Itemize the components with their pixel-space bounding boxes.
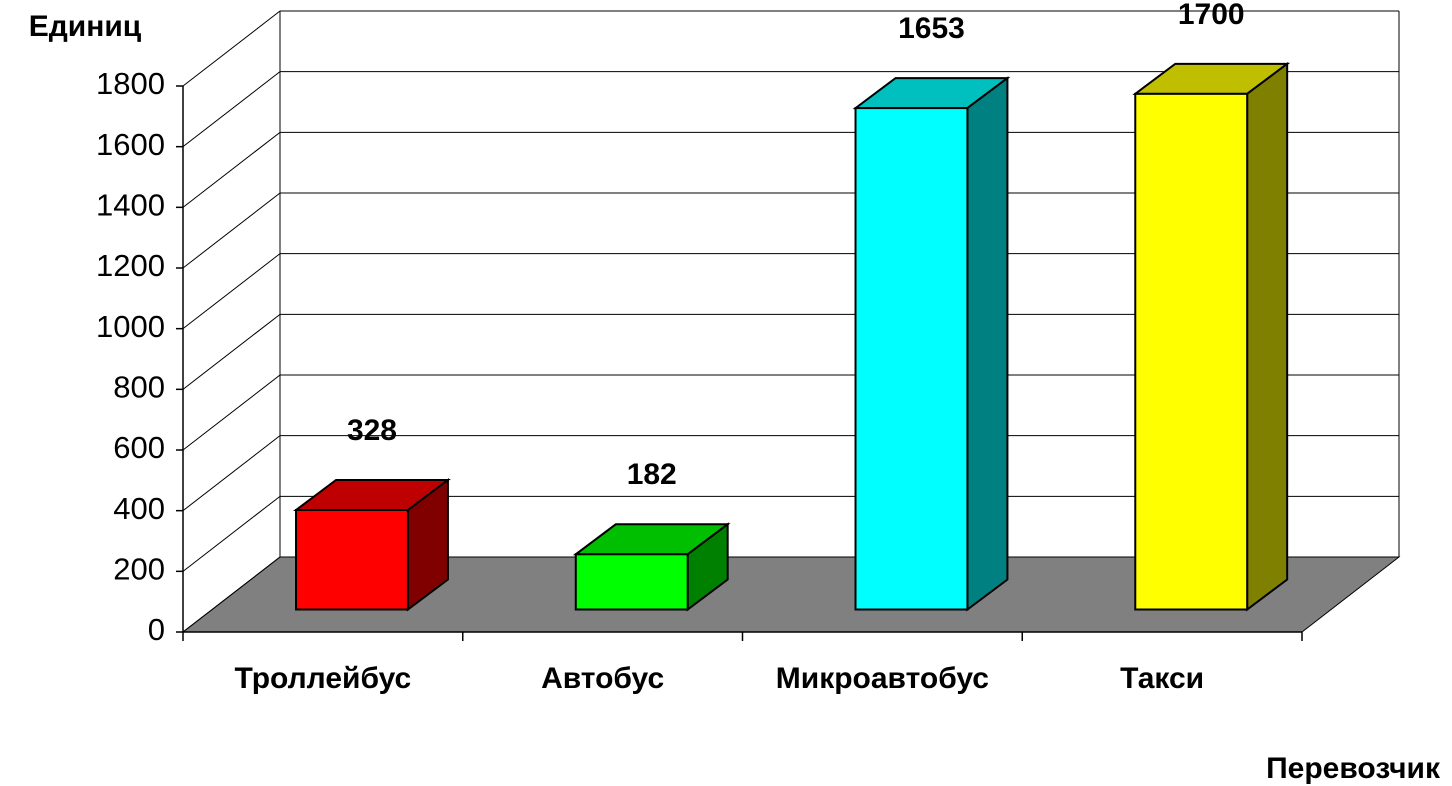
bar: [574, 553, 689, 611]
side-grid-line: [182, 192, 281, 269]
side-grid-line: [182, 556, 281, 633]
bar-side: [1246, 61, 1289, 612]
x-tick-label: Такси: [1120, 662, 1204, 695]
side-grid-line: [182, 10, 281, 87]
side-grid-line: [182, 495, 281, 572]
side-grid-line: [182, 71, 281, 148]
y-tick-label: 0: [148, 612, 165, 647]
y-tick-label: 1600: [96, 127, 165, 162]
side-grid-line: [182, 313, 281, 390]
x-tick-label: Автобус: [541, 662, 664, 695]
x-tick-label: Троллейбус: [235, 662, 412, 695]
x-tick-label: Микроавтобус: [776, 662, 989, 695]
x-axis-label: Перевозчик: [1266, 752, 1441, 785]
y-tick-label: 600: [113, 430, 165, 465]
data-label: 1700: [1178, 0, 1245, 31]
y-tick-label: 1400: [96, 188, 165, 223]
bar: [854, 107, 969, 611]
y-tick-label: 200: [113, 552, 165, 587]
side-grid-line: [182, 253, 281, 330]
bar: [295, 509, 409, 611]
data-label: 1653: [898, 12, 965, 45]
bar-side: [966, 76, 1009, 612]
side-grid-line: [182, 131, 281, 208]
y-tick-label: 400: [113, 491, 165, 526]
y-tick-label: 1800: [96, 66, 165, 101]
y-tick-label: 800: [113, 370, 165, 405]
data-label: 182: [627, 458, 677, 491]
side-grid-line: [182, 435, 281, 512]
y-tick-label: 1200: [96, 248, 165, 283]
bar: [1134, 92, 1249, 611]
side-grid-line: [182, 374, 281, 451]
y-axis-label: Единиц: [29, 10, 142, 43]
data-label: 328: [347, 414, 397, 447]
y-tick-label: 1000: [96, 309, 165, 344]
